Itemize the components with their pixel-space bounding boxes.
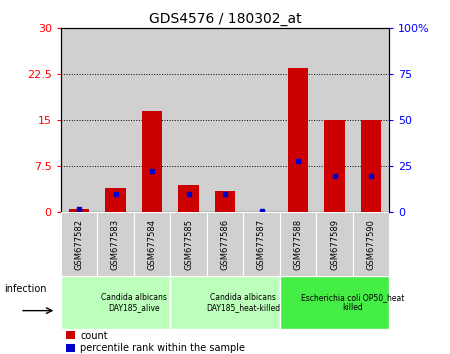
Bar — [280, 276, 389, 329]
Bar — [69, 209, 89, 212]
Legend: count, percentile rank within the sample: count, percentile rank within the sample — [66, 331, 245, 353]
Bar — [243, 212, 280, 276]
Bar — [134, 212, 170, 276]
Title: GDS4576 / 180302_at: GDS4576 / 180302_at — [148, 12, 302, 26]
Bar — [353, 212, 389, 276]
Bar — [170, 212, 207, 276]
Bar — [353, 28, 389, 212]
Bar — [97, 212, 134, 276]
Bar — [170, 28, 207, 212]
Bar — [179, 185, 198, 212]
Text: GSM677588: GSM677588 — [293, 219, 302, 270]
Bar — [97, 28, 134, 212]
Bar — [105, 188, 126, 212]
Bar — [215, 191, 235, 212]
Bar — [134, 28, 170, 212]
Bar — [243, 28, 280, 212]
Text: Escherichia coli OP50_heat
killed: Escherichia coli OP50_heat killed — [301, 293, 405, 312]
Text: GSM677587: GSM677587 — [257, 219, 266, 270]
Text: infection: infection — [4, 284, 47, 295]
Bar — [316, 28, 353, 212]
Bar — [142, 111, 162, 212]
Text: GSM677585: GSM677585 — [184, 219, 193, 270]
Bar — [324, 120, 345, 212]
Text: GSM677589: GSM677589 — [330, 219, 339, 270]
Text: Candida albicans
DAY185_heat-killed: Candida albicans DAY185_heat-killed — [206, 293, 280, 312]
Bar — [61, 28, 97, 212]
Bar — [280, 212, 316, 276]
Text: GSM677590: GSM677590 — [366, 219, 375, 270]
Text: GSM677582: GSM677582 — [75, 219, 84, 270]
Bar — [288, 68, 308, 212]
Bar — [170, 276, 280, 329]
Bar — [207, 212, 243, 276]
Bar — [316, 212, 353, 276]
Text: Candida albicans
DAY185_alive: Candida albicans DAY185_alive — [101, 293, 166, 312]
Text: GSM677583: GSM677583 — [111, 219, 120, 270]
Bar — [207, 28, 243, 212]
Text: GSM677584: GSM677584 — [148, 219, 157, 270]
Bar — [280, 28, 316, 212]
Bar — [361, 120, 381, 212]
Bar — [61, 212, 97, 276]
Text: GSM677586: GSM677586 — [220, 219, 230, 270]
Bar — [61, 276, 170, 329]
